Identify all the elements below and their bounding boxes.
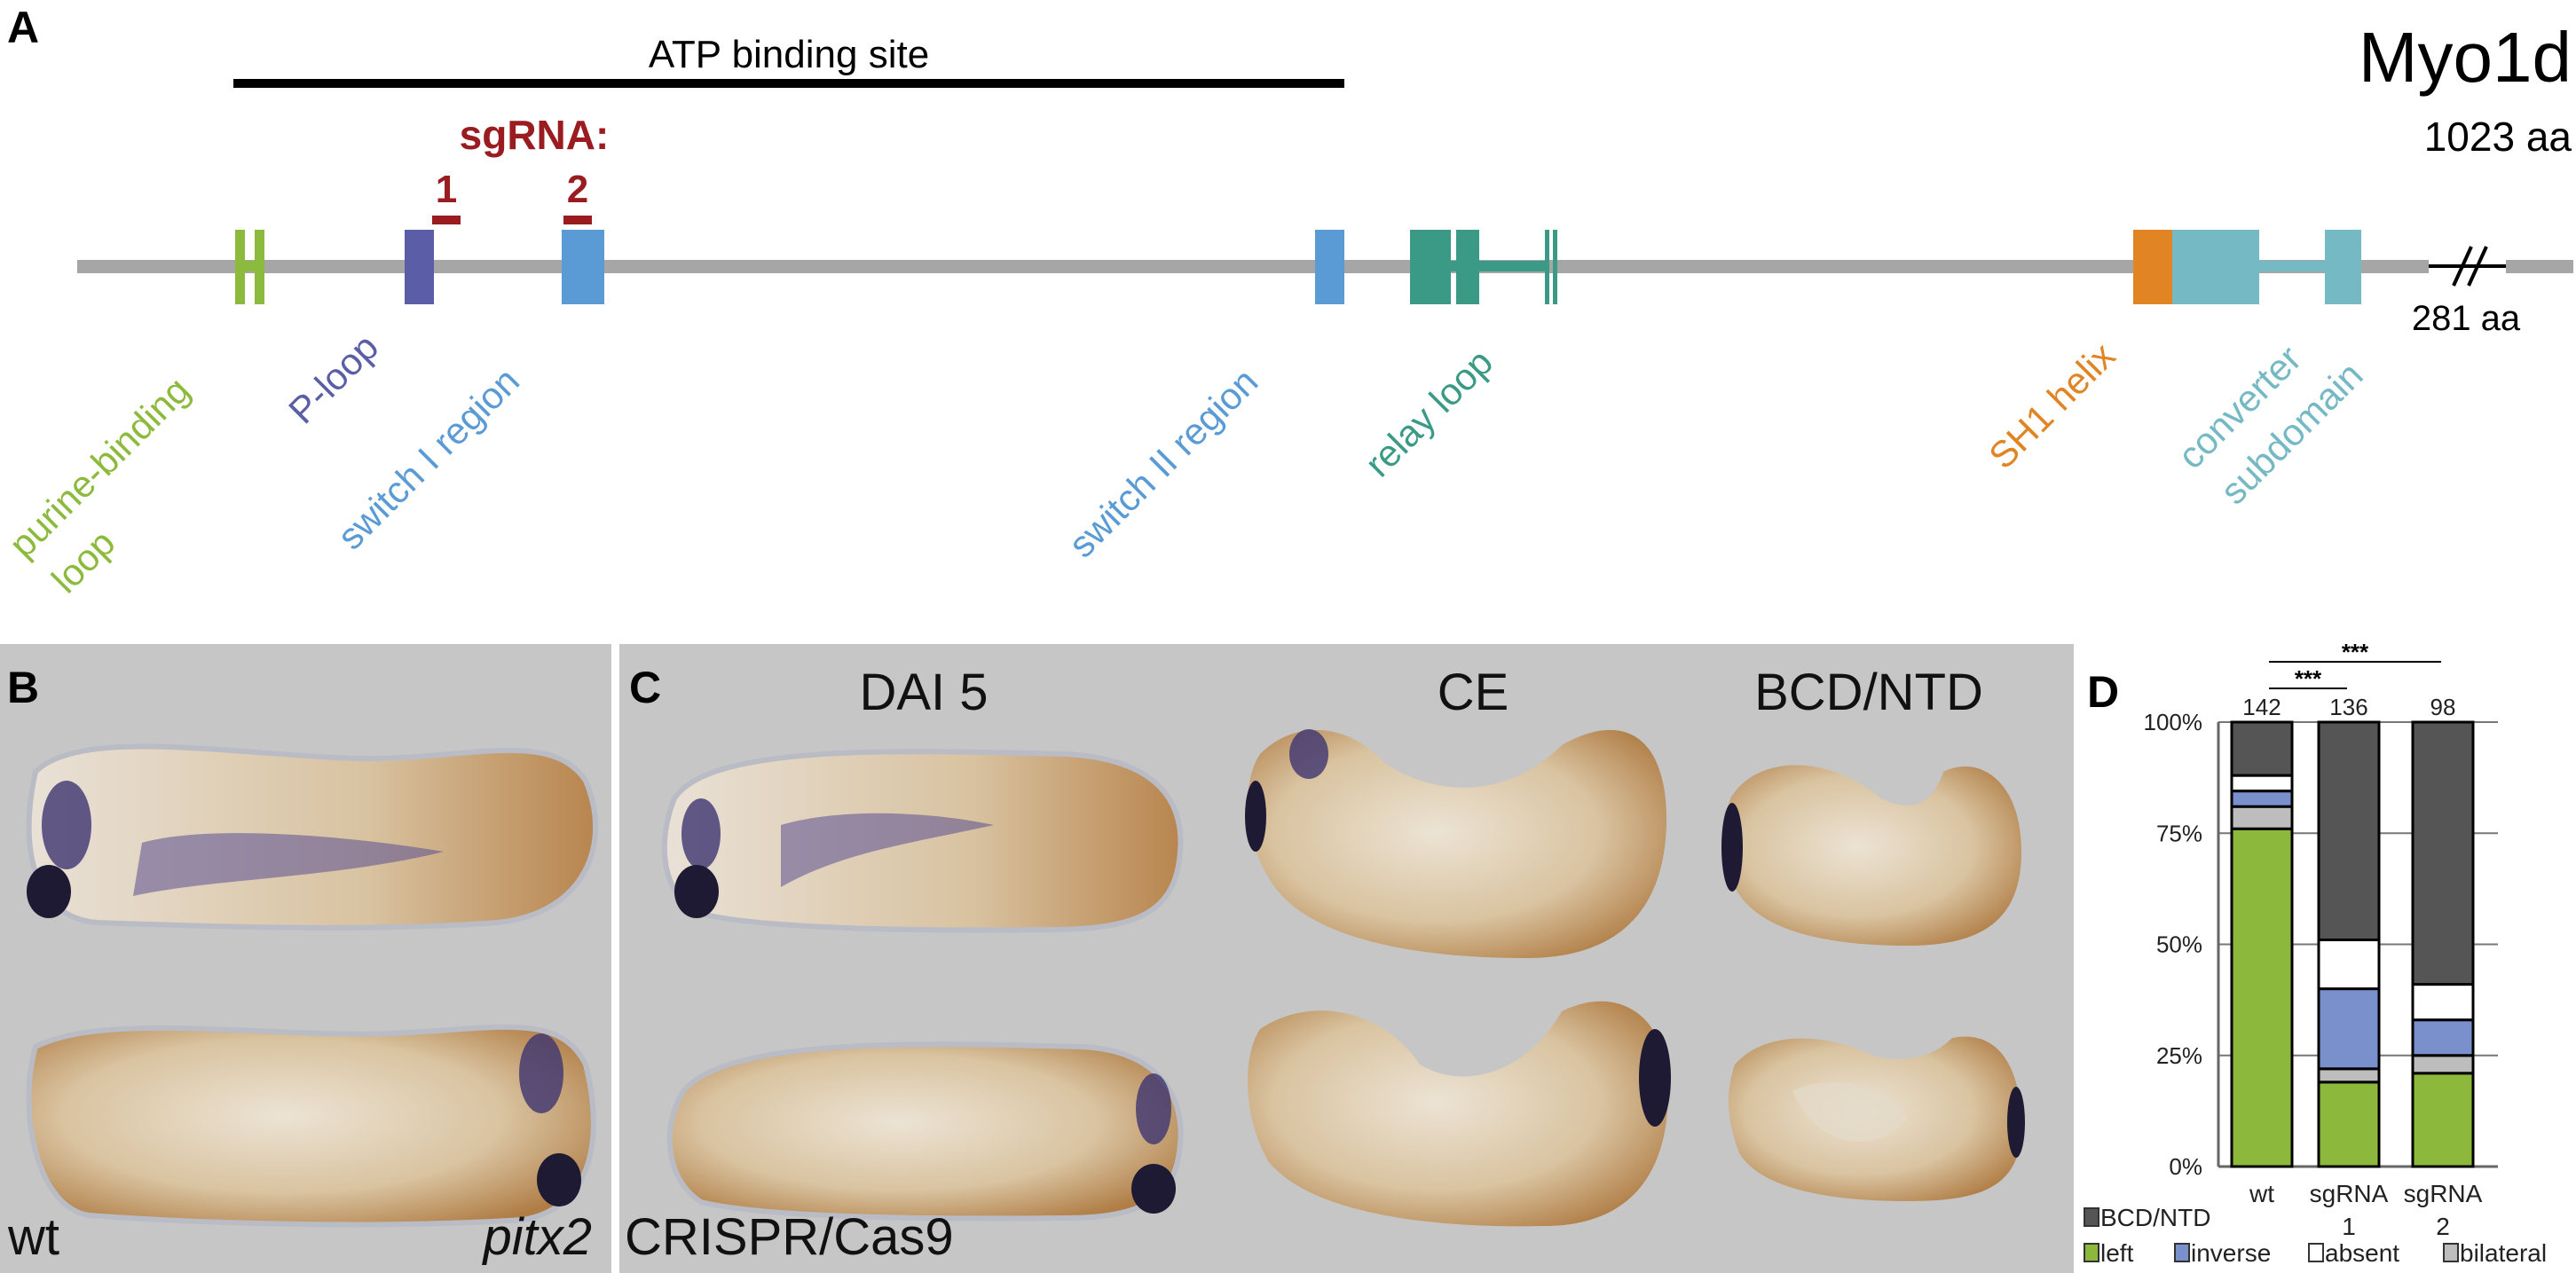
column-label-ce: CE: [1438, 664, 1509, 721]
x-category-label: sgRNA: [2310, 1180, 2389, 1207]
bar-segment-absent: [2230, 774, 2294, 793]
bar-segment-bilateral: [2317, 1067, 2381, 1084]
domain-label: switch I region: [329, 359, 527, 557]
bar-segment-left: [2317, 1080, 2381, 1168]
legend-swatch: [2308, 1243, 2324, 1262]
embryo-ce-right-view: [1248, 1001, 1671, 1227]
domain-label: relay loop: [1357, 341, 1501, 484]
legend-label: left: [2100, 1239, 2134, 1267]
legend-swatch: [2084, 1207, 2099, 1227]
protein-backbone: [77, 260, 2429, 273]
atp-binding-site-bar: [233, 79, 1344, 88]
sample-count: 136: [2329, 694, 2367, 720]
panel-label-b: B: [7, 663, 39, 712]
legend-label: inverse: [2191, 1239, 2271, 1267]
sgrna-1-label: 1: [436, 168, 457, 211]
atp-binding-site-label: ATP binding site: [649, 33, 929, 76]
x-category-label: 2: [2436, 1213, 2450, 1240]
legend-swatch: [2443, 1243, 2459, 1262]
legend-swatch: [2084, 1243, 2099, 1262]
bar-segment-bilateral: [2411, 1054, 2475, 1075]
bar-segment-bcd-ntd: [2411, 720, 2475, 986]
embryo-bcd-left-view: [1721, 765, 2021, 946]
domain-relay-loop: [1410, 230, 1557, 304]
significance-label: ***: [2342, 639, 2369, 665]
bar-segment-inverse: [2230, 790, 2294, 808]
embryo-ce-left-view: [1245, 729, 1667, 958]
embryo-wt-left-view: [26, 743, 599, 931]
legend-item: absent: [2308, 1239, 2399, 1267]
legend-item: BCD/NTD: [2084, 1204, 2210, 1231]
bar-segment-inverse: [2317, 987, 2381, 1071]
domain-purine-binding-loop: [235, 230, 264, 304]
x-category-label: sgRNA: [2404, 1180, 2483, 1207]
legend-item: bilateral: [2443, 1239, 2547, 1267]
bar-segment-inverse: [2411, 1018, 2475, 1057]
embryo-dai5-left-view: [661, 749, 1184, 933]
legend-label: absent: [2325, 1239, 2399, 1267]
protein-length: 1023 aa: [2424, 114, 2572, 160]
break-icon: [2429, 246, 2506, 287]
bar-segment-absent: [2411, 983, 2475, 1022]
sgrna-2-target-mark: [563, 216, 592, 224]
panel-d-stacked-bar-chart: D 0% 25% 50% 75% 100% 142 wt 136 sgRNA 1 98 sgRNA 2 *…: [2084, 639, 2547, 1267]
column-label-dai5: DAI 5: [859, 664, 988, 721]
legend-item: inverse: [2174, 1239, 2271, 1267]
panel-b-wt-embryos: B wt pitx2: [0, 644, 611, 1273]
sgrna-2-label: 2: [567, 168, 588, 211]
sgrna-label: sgRNA:: [460, 112, 610, 158]
genotype-label: wt: [7, 1208, 59, 1266]
y-tick-label: 50%: [2156, 931, 2202, 958]
y-tick-label: 0%: [2169, 1153, 2202, 1180]
embryo-wt-right-view: [26, 1024, 596, 1228]
sgrna-1-target-mark: [432, 216, 461, 224]
panel-label-d: D: [2087, 667, 2119, 717]
panel-a-protein-schematic: A ATP binding site sgRNA: 1 2 281 aa pu: [1, 3, 2573, 601]
bar-segment-bcd-ntd: [2317, 720, 2381, 941]
tail-length-label: 281 aa: [2412, 299, 2521, 338]
domain-label: switch II region: [1060, 360, 1265, 565]
panel-label-a: A: [7, 3, 39, 52]
bar-segment-absent: [2317, 938, 2381, 991]
legend-label: bilateral: [2460, 1239, 2547, 1267]
sample-count: 142: [2242, 694, 2281, 720]
column-label-bcd-ntd: BCD/NTD: [1754, 664, 1983, 721]
y-tick-label: 25%: [2156, 1042, 2202, 1069]
bar-segment-bilateral: [2230, 805, 2294, 830]
domain-label: SH1 helix: [1981, 334, 2123, 476]
domain-switch-i: [562, 230, 604, 304]
probe-label: pitx2: [481, 1208, 592, 1266]
sample-count: 98: [2430, 694, 2456, 720]
legend-swatch: [2174, 1243, 2190, 1262]
legend-item: left: [2084, 1239, 2134, 1267]
domain-p-loop: [405, 230, 434, 304]
protein-backbone-tail: [2506, 260, 2573, 273]
legend-label: BCD/NTD: [2100, 1204, 2210, 1231]
domain-label: P-loop: [280, 326, 386, 431]
x-category-label: wt: [2249, 1180, 2274, 1207]
bar-segment-bcd-ntd: [2230, 720, 2294, 777]
x-category-label: 1: [2342, 1213, 2356, 1240]
y-tick-label: 75%: [2156, 820, 2202, 846]
y-tick-label: 100%: [2144, 709, 2203, 735]
domain-switch-ii: [1315, 230, 1344, 304]
embryo-dai5-right-view: [666, 1041, 1184, 1222]
bar-segment-left: [2411, 1072, 2475, 1168]
protein-name: Myo1d: [2359, 18, 2572, 97]
domain-converter-subdomain: [2172, 230, 2361, 304]
embryo-bcd-right-view: [1729, 1036, 2025, 1201]
method-label: CRISPR/Cas9: [625, 1208, 954, 1266]
significance-label: ***: [2295, 665, 2322, 692]
bar-segment-left: [2230, 827, 2294, 1168]
panel-c-crispr-embryos: C DAI 5 CE BCD/NTD: [619, 644, 2074, 1273]
panel-label-c: C: [629, 663, 661, 712]
domain-sh1-helix: [2133, 230, 2172, 304]
